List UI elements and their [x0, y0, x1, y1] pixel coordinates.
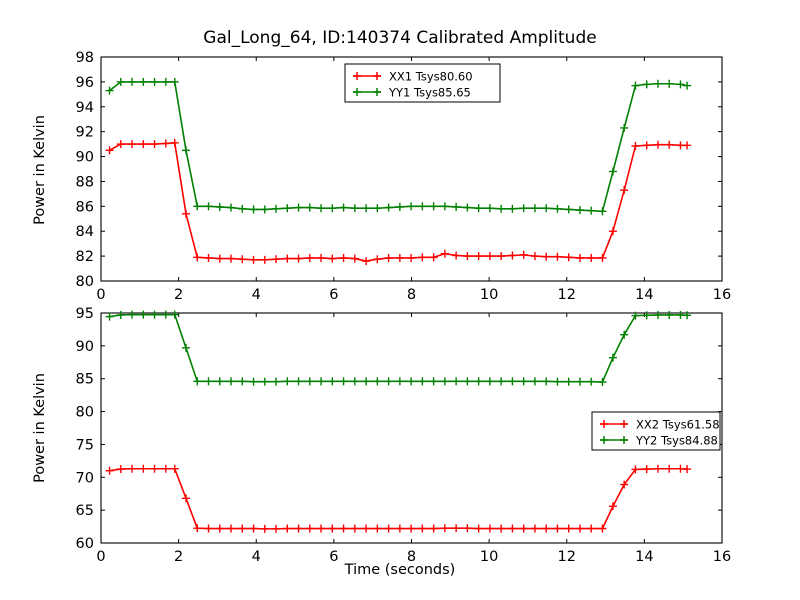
x-tick-label: 8: [407, 549, 416, 565]
bottom-legend-box: [591, 411, 721, 451]
y-tick-label: 90: [76, 339, 94, 355]
legend-swatch-0: [353, 72, 381, 80]
y-tick-label: 84: [76, 224, 94, 240]
y-tick-label: 60: [76, 536, 94, 552]
series-markers-1: [105, 310, 692, 386]
x-tick-label: 8: [407, 287, 416, 303]
x-tick-label: 6: [329, 549, 338, 565]
x-tick-label: 14: [635, 287, 653, 303]
y-tick-label: 96: [76, 75, 94, 91]
top-panel-group: 0 2 4 6 8 10 12 14 16 80 82 84 86 88 90 92 94 96 98 XX1 Tsy…: [76, 50, 732, 303]
x-tick-label: 0: [96, 549, 105, 565]
x-tick-label: 2: [174, 287, 183, 303]
x-tick-label: 4: [252, 549, 261, 565]
x-tick-label: 10: [480, 549, 498, 565]
x-tick-label: 0: [96, 287, 105, 303]
legend-swatch-0: [600, 420, 628, 428]
y-tick-label: 82: [76, 249, 94, 265]
page-title: Gal_Long_64, ID:140374 Calibrated Amplit…: [203, 28, 597, 48]
x-tick-label: 4: [252, 287, 261, 303]
y-tick-label: 80: [76, 274, 94, 290]
x-tick-label: 2: [174, 549, 183, 565]
y-tick-label: 98: [76, 50, 94, 66]
series-line-0: [109, 467, 688, 530]
y-tick-label: 75: [76, 437, 94, 453]
bottom-panel-x-axis-label: Time (seconds): [344, 562, 456, 578]
legend-label-0: XX1 Tsys80.60: [389, 70, 473, 84]
x-tick-label: 14: [635, 549, 653, 565]
legend-label-0: XX2 Tsys61.58: [636, 418, 720, 432]
y-tick-label: 70: [76, 470, 94, 486]
y-tick-label: 90: [76, 150, 94, 166]
x-tick-label: 12: [558, 549, 576, 565]
series-markers-0: [105, 138, 692, 266]
x-tick-label: 12: [558, 287, 576, 303]
y-tick-label: 85: [76, 372, 94, 388]
y-tick-label: 65: [76, 503, 94, 519]
y-tick-label: 92: [76, 125, 94, 141]
legend-swatch-1: [600, 436, 628, 444]
x-tick-label: 10: [480, 287, 498, 303]
legend-label-1: YY2 Tsys84.88: [635, 434, 718, 448]
bottom-panel-group: 0 2 4 6 8 10 12 14 16 60 65 70 75 80 85 90 95 XX2 Tsys61.…: [76, 306, 732, 565]
series-markers-1: [105, 77, 692, 216]
x-tick-label: 16: [713, 287, 731, 303]
y-tick-label: 95: [76, 306, 94, 322]
y-tick-label: 86: [76, 199, 94, 215]
y-tick-label: 80: [76, 405, 94, 421]
top-legend-box: [344, 63, 501, 103]
y-tick-label: 88: [76, 174, 94, 190]
legend-label-1: YY1 Tsys85.65: [388, 86, 471, 100]
series-line-1: [109, 313, 688, 383]
series-markers-0: [105, 464, 692, 533]
legend-swatch-1: [353, 88, 381, 96]
x-tick-label: 16: [713, 549, 731, 565]
y-tick-label: 94: [76, 100, 94, 116]
x-tick-label: 6: [329, 287, 338, 303]
